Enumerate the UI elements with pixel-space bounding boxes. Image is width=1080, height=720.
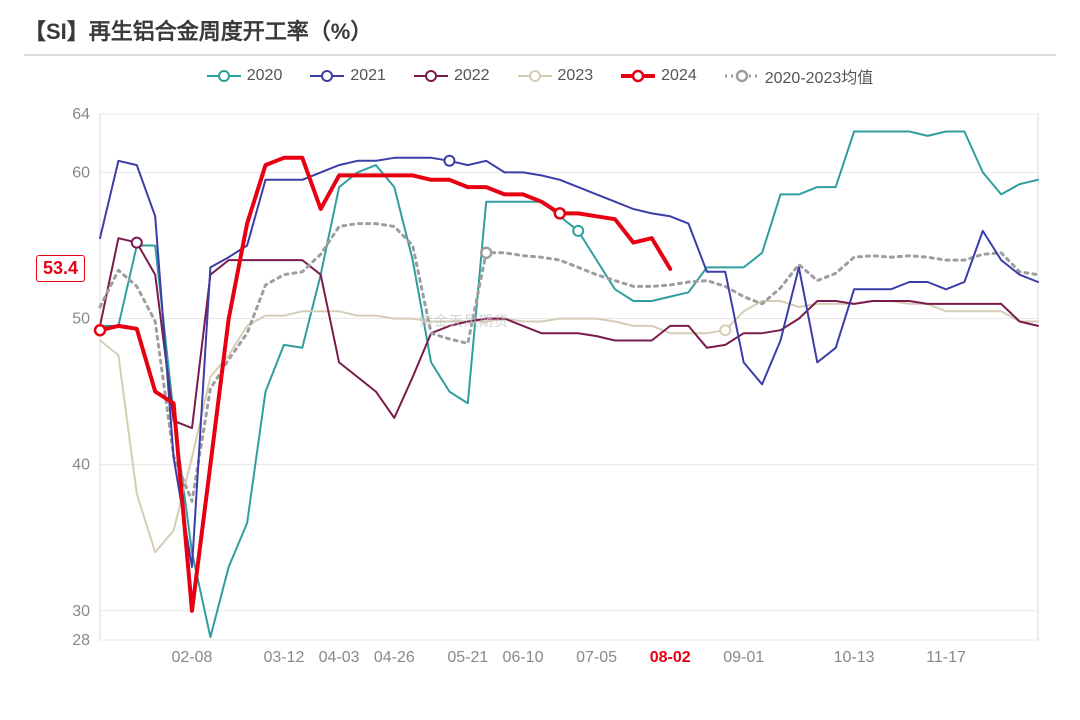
svg-text:03-12: 03-12 [263, 649, 304, 666]
svg-text:11-17: 11-17 [926, 649, 966, 666]
svg-text:09-01: 09-01 [723, 649, 764, 666]
svg-text:64: 64 [72, 106, 90, 123]
legend-item-s2020: 2020 [207, 64, 283, 88]
chart-area: 53.4 紫金天风期货 28 30 40 50 60 64 02-08 03-12 04-03 0… [30, 94, 1050, 674]
svg-text:40: 40 [72, 457, 90, 474]
svg-text:60: 60 [72, 164, 90, 181]
svg-text:07-05: 07-05 [576, 649, 617, 666]
svg-text:02-08: 02-08 [171, 649, 212, 666]
svg-text:06-10: 06-10 [503, 649, 544, 666]
svg-text:05-21: 05-21 [447, 649, 488, 666]
chart-title: 【SI】再生铝合金周度开工率（%） [24, 14, 1056, 46]
legend: 2020 2021 2022 2023 2024 2020-2023均值 [24, 64, 1056, 88]
svg-text:30: 30 [72, 603, 90, 620]
chart-svg: 28 30 40 50 60 64 02-08 03-12 04-03 04-26 05-21 06-… [30, 94, 1050, 674]
legend-item-s2021: 2021 [310, 64, 386, 88]
svg-text:10-13: 10-13 [834, 649, 875, 666]
legend-item-s2024: 2024 [621, 64, 697, 88]
svg-text:08-02: 08-02 [650, 649, 691, 666]
svg-text:04-03: 04-03 [319, 649, 360, 666]
legend-item-avg: 2020-2023均值 [725, 64, 874, 88]
legend-item-s2022: 2022 [414, 64, 490, 88]
title-rule [24, 54, 1056, 56]
watermark: 紫金天风期货 [419, 311, 509, 331]
svg-text:50: 50 [72, 311, 90, 328]
svg-text:04-26: 04-26 [374, 649, 415, 666]
svg-text:28: 28 [72, 632, 90, 649]
legend-item-s2023: 2023 [518, 64, 594, 88]
last-value-badge: 53.4 [36, 255, 85, 282]
